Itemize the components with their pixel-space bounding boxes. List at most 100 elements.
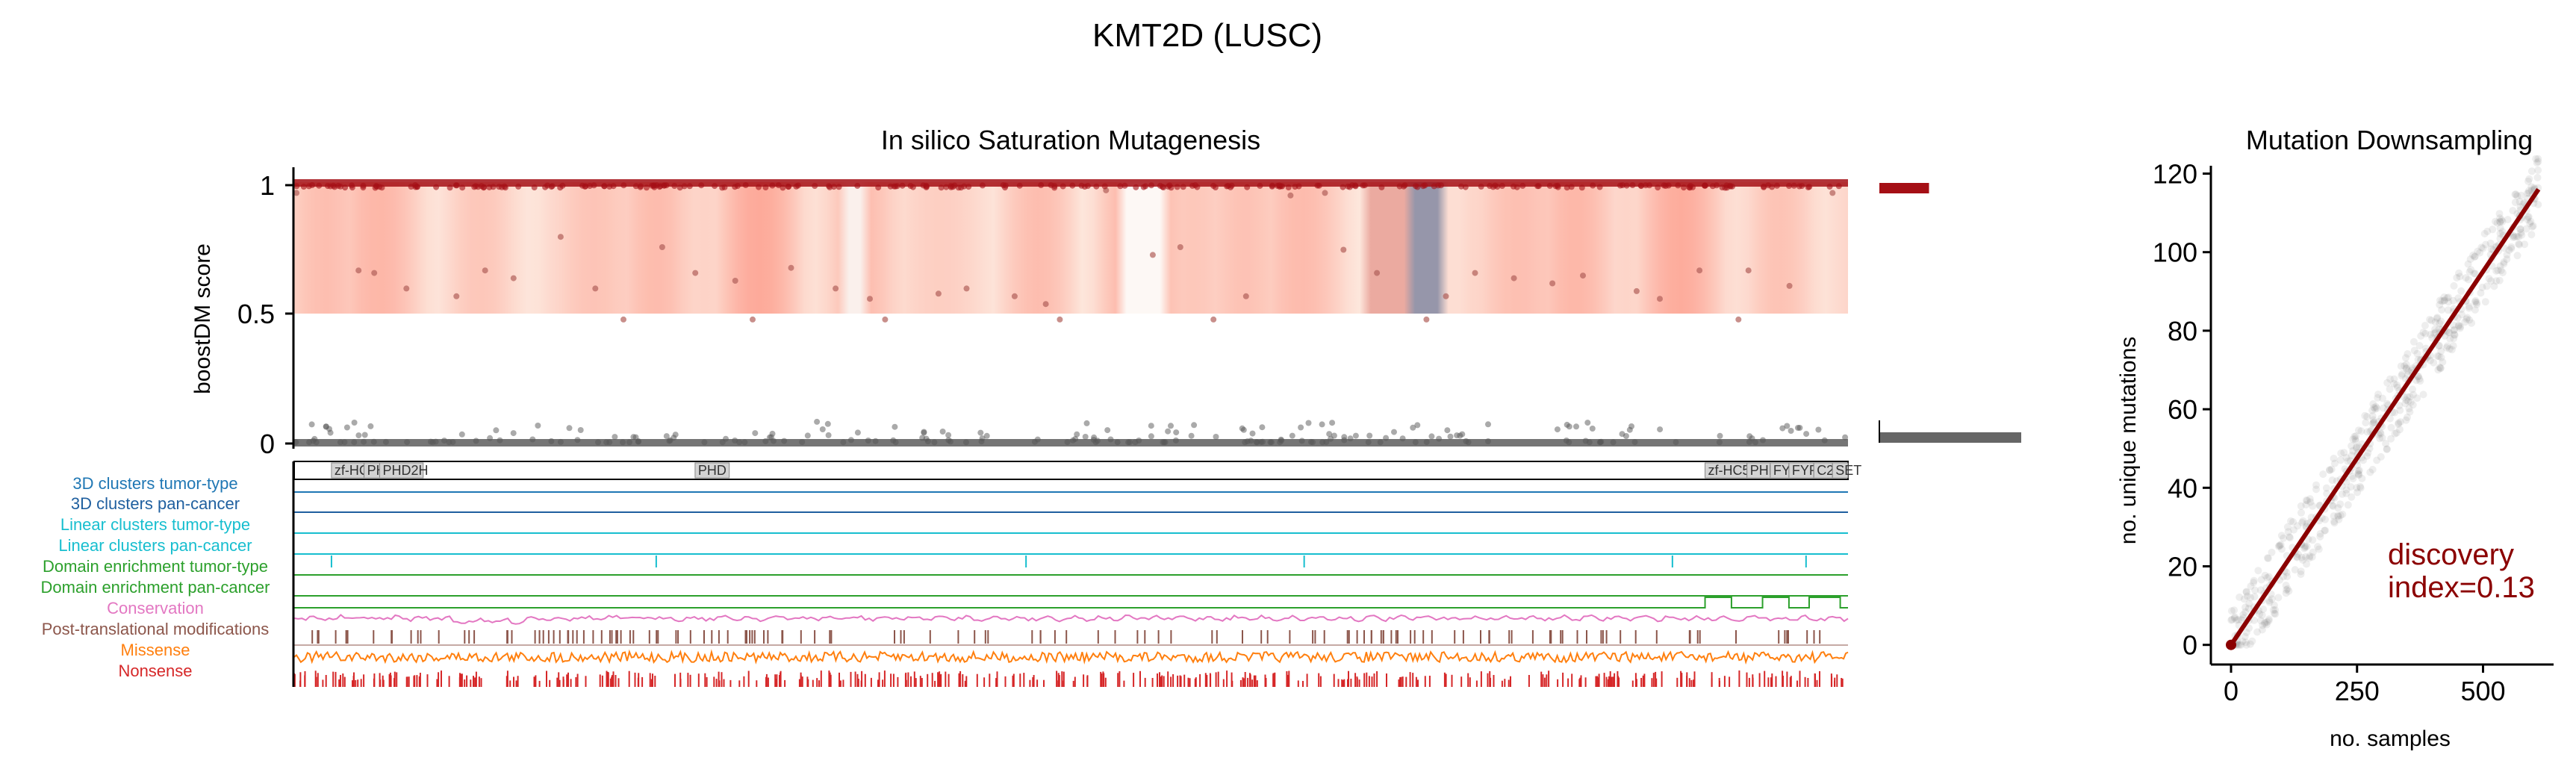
- downsampling-point: [2390, 375, 2398, 383]
- driver-point: [762, 184, 769, 190]
- downsampling-point: [2353, 444, 2361, 452]
- downsampling-point: [2287, 517, 2295, 525]
- driver-point: [812, 183, 818, 189]
- downsampling-point: [2306, 498, 2315, 506]
- passenger-point: [327, 429, 334, 436]
- y-tick-label-1: 1: [260, 170, 275, 201]
- downsampling-point: [2323, 490, 2331, 498]
- downsampling-point: [2427, 317, 2436, 325]
- downsampling-point: [2262, 620, 2271, 629]
- downsampling-point: [2489, 225, 2497, 234]
- passenger-point: [1172, 437, 1179, 444]
- downsampling-point: [2482, 240, 2490, 249]
- downsampling-point: [2533, 159, 2541, 167]
- downsampling-point: [2516, 203, 2524, 211]
- driver-point: [1435, 182, 1442, 189]
- downsampling-point: [2335, 515, 2343, 523]
- driver-point: [309, 182, 316, 188]
- driver-point: [349, 184, 355, 191]
- driver-point: [1534, 183, 1541, 190]
- downsampling-point: [2492, 267, 2501, 275]
- passenger-point: [799, 439, 806, 445]
- downsampling-point: [2372, 402, 2380, 411]
- downsampling-point: [2305, 554, 2313, 562]
- downsampling-point: [2359, 456, 2367, 464]
- downsampling-point: [2393, 381, 2401, 389]
- downsampling-point: [2241, 608, 2250, 616]
- downsampling-point: [2264, 554, 2272, 562]
- downsampling-point: [2366, 468, 2374, 476]
- downsampling-point: [2435, 352, 2443, 361]
- downsampling-point: [2309, 548, 2317, 556]
- passenger-point: [945, 437, 952, 444]
- driver-point: [1002, 184, 1008, 191]
- downsampling-point: [2421, 329, 2430, 337]
- downsampling-point: [2248, 637, 2256, 645]
- driver-point: [1228, 182, 1235, 189]
- passenger-point: [1260, 438, 1266, 445]
- driver-point: [785, 183, 791, 190]
- passenger-point: [1566, 423, 1572, 430]
- downsampling-point: [2369, 419, 2377, 427]
- passenger-point: [1554, 426, 1561, 433]
- downsampling-point: [2527, 183, 2536, 191]
- downsampling-point: [2355, 471, 2363, 479]
- passenger-point: [1298, 438, 1305, 444]
- passenger-point: [1788, 428, 1794, 434]
- driver-point: [1638, 183, 1645, 190]
- observed-mutation-point: [1472, 270, 1478, 276]
- downsampling-point: [2521, 240, 2529, 249]
- downsampling-point: [2303, 497, 2312, 505]
- driver-point: [742, 182, 749, 188]
- passenger-point: [1268, 439, 1275, 446]
- passenger-point: [1598, 438, 1605, 445]
- downsampling-point: [2496, 224, 2504, 232]
- downsampling-point: [2353, 444, 2360, 451]
- downsampling-point: [2392, 429, 2401, 437]
- passenger-point: [771, 438, 777, 444]
- passenger-point: [1584, 420, 1591, 426]
- observed-mutation-point: [1633, 287, 1640, 294]
- passenger-point: [1746, 438, 1752, 445]
- downsampling-point: [2358, 474, 2366, 482]
- driver-point: [1564, 184, 1570, 191]
- downsampling-point: [2534, 155, 2542, 163]
- downsampling-point: [2402, 354, 2409, 362]
- driver-point: [620, 182, 627, 189]
- passenger-point: [1784, 423, 1791, 429]
- downsampling-point: [2404, 367, 2412, 375]
- downsampling-point: [2516, 225, 2524, 234]
- downsampling-point: [2402, 361, 2410, 368]
- downsampling-point: [2498, 216, 2506, 224]
- passenger-point: [752, 430, 759, 437]
- downsampling-point: [2286, 534, 2294, 542]
- driver-point: [1314, 182, 1321, 189]
- discovery-label-line1: discovery: [2388, 538, 2514, 571]
- driver-point: [1060, 183, 1066, 190]
- downsampling-point: [2401, 399, 2409, 408]
- downsampling-point: [2344, 457, 2352, 465]
- driver-point: [899, 182, 906, 189]
- driver-point: [769, 182, 776, 189]
- downsampling-point: [2436, 296, 2444, 305]
- downsampling-point: [2436, 320, 2444, 328]
- passenger-point: [921, 429, 927, 435]
- downsampling-point: [2370, 418, 2378, 426]
- driver-point: [1413, 183, 1419, 190]
- driver-point: [1590, 182, 1596, 189]
- passenger-point: [1573, 423, 1579, 430]
- downsampling-point: [2406, 408, 2414, 416]
- y-tick-label-05: 0.5: [237, 299, 275, 329]
- downsampling-point: [2524, 214, 2532, 221]
- passenger-point: [1454, 432, 1460, 439]
- downsampling-point: [2449, 296, 2457, 305]
- passenger-point: [819, 426, 826, 432]
- downsampling-point: [2492, 277, 2501, 285]
- downsampling-point: [2387, 435, 2395, 443]
- downsampling-point: [2409, 390, 2417, 399]
- driver-point: [1069, 182, 1076, 189]
- driver-point: [1661, 182, 1667, 189]
- passenger-point: [313, 439, 320, 446]
- downsampling-point: [2319, 470, 2327, 479]
